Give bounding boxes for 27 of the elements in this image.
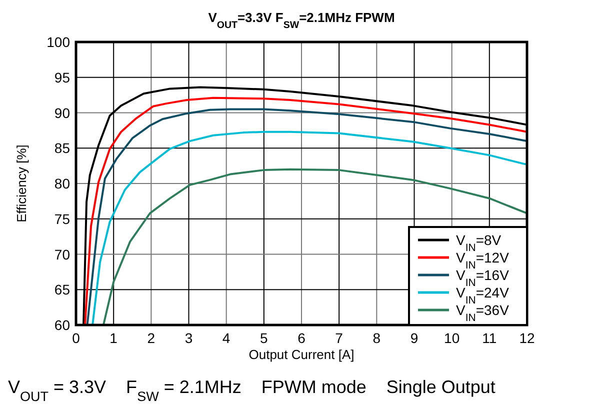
line-series <box>102 168 527 325</box>
x-tick-label: 12 <box>519 330 535 346</box>
y-tick-label: 70 <box>54 246 70 262</box>
y-tick-label: 95 <box>54 69 70 86</box>
x-axis-title: Output Current [A] <box>248 347 354 362</box>
x-tick-label: 9 <box>410 330 418 346</box>
x-tick-label: 1 <box>110 330 118 346</box>
y-axis-title: Efficiency [%] <box>14 144 29 222</box>
chart-title: V$_{OUT}$=3.3V F$_{SW}$=2.1MHz FPWM <box>208 10 395 30</box>
y-tick-label: 75 <box>54 210 70 227</box>
text: V$_{OUT}$ = 3.3V F$_{SW}$ = 2.1MHz FPWM mode Single Output <box>8 377 496 404</box>
y-tick-label: 100 <box>46 34 70 50</box>
x-tick-label: 4 <box>222 330 230 346</box>
y-tick-label: 90 <box>54 104 70 121</box>
x-tick-label: 5 <box>260 330 268 346</box>
x-tick-label: 7 <box>335 330 344 346</box>
x-tick-label: 3 <box>184 330 193 346</box>
x-tick-label: 10 <box>444 330 460 346</box>
y-tick-label: 85 <box>54 140 70 156</box>
x-tick-label: 0 <box>72 330 80 346</box>
y-tick-label: 65 <box>54 282 70 298</box>
x-tick-label: 8 <box>372 330 381 346</box>
x-tick-label: 2 <box>147 330 156 346</box>
y-tick-label: 60 <box>54 317 70 333</box>
y-tick-label: 80 <box>54 176 70 192</box>
x-tick-label: 11 <box>482 330 497 346</box>
x-tick-label: 6 <box>298 330 306 346</box>
